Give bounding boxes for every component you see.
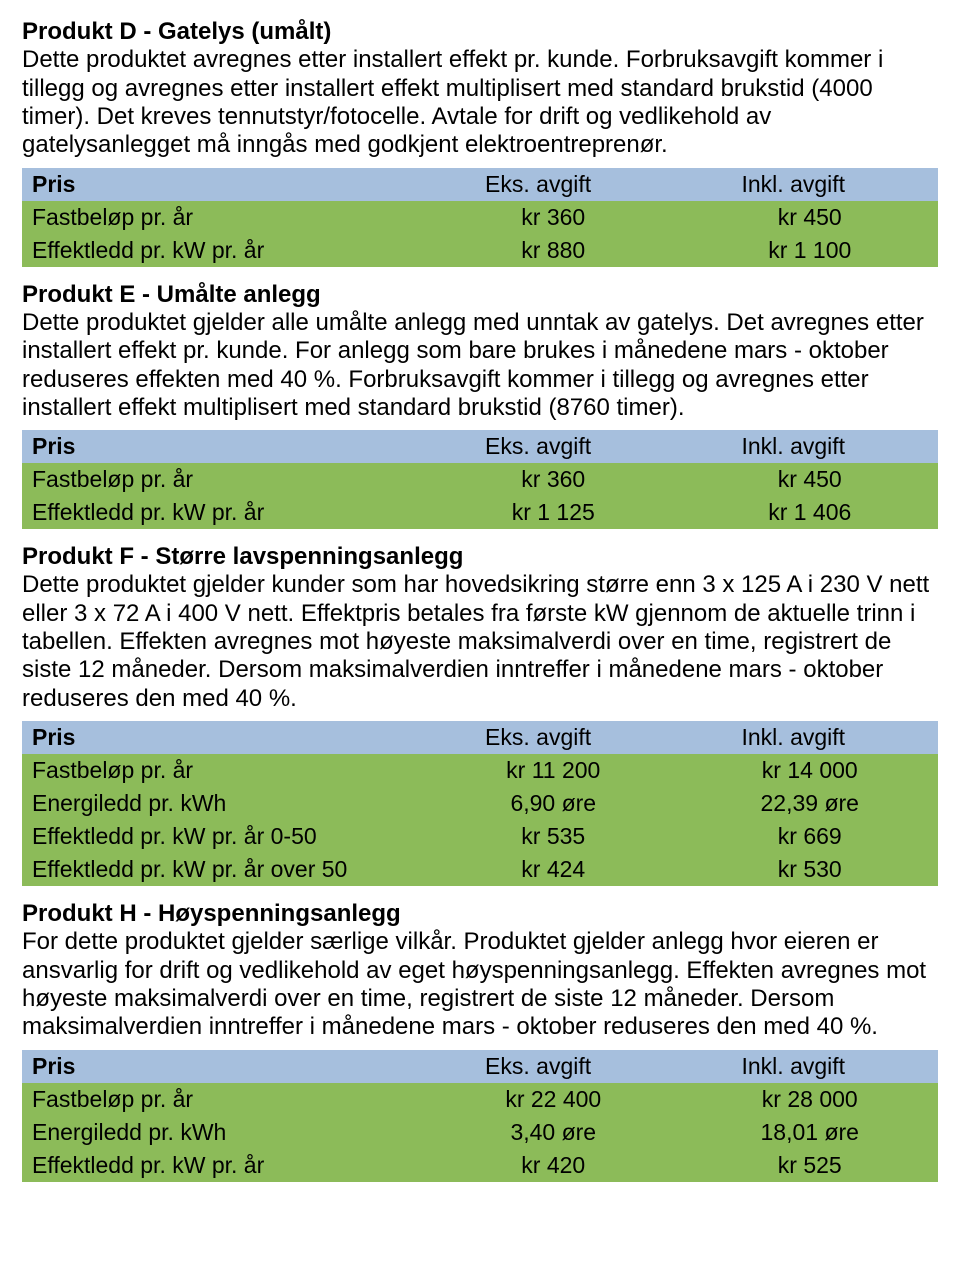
row-inkl: kr 28 000 (682, 1083, 939, 1116)
table-row: Effektledd pr. kW pr. år over 50 kr 424 … (22, 853, 938, 886)
table-row: Fastbeløp pr. år kr 11 200 kr 14 000 (22, 754, 938, 787)
produkt-h-title: Produkt H - Høyspenningsanlegg (22, 900, 401, 927)
row-eks: 3,40 øre (425, 1116, 681, 1149)
row-eks: kr 1 125 (425, 496, 681, 529)
table-row: Energiledd pr. kWh 6,90 øre 22,39 øre (22, 787, 938, 820)
row-label: Effektledd pr. kW pr. år 0-50 (22, 820, 425, 853)
row-label: Energiledd pr. kWh (22, 1116, 425, 1149)
row-inkl: 18,01 øre (682, 1116, 939, 1149)
row-eks: kr 11 200 (425, 754, 681, 787)
row-inkl: kr 525 (682, 1149, 939, 1182)
col-pris: Pris (22, 168, 425, 201)
col-pris: Pris (22, 430, 425, 463)
row-label: Fastbeløp pr. år (22, 754, 425, 787)
col-inkl: Inkl. avgift (682, 430, 939, 463)
col-pris: Pris (22, 1050, 425, 1083)
row-inkl: kr 450 (682, 201, 939, 234)
row-eks: kr 22 400 (425, 1083, 681, 1116)
row-eks: kr 360 (425, 201, 681, 234)
row-label: Fastbeløp pr. år (22, 1083, 425, 1116)
produkt-f-table: Pris Eks. avgift Inkl. avgift Fastbeløp … (22, 721, 938, 886)
table-row: Fastbeløp pr. år kr 360 kr 450 (22, 201, 938, 234)
table-row: Effektledd pr. kW pr. år kr 1 125 kr 1 4… (22, 496, 938, 529)
row-label: Effektledd pr. kW pr. år (22, 1149, 425, 1182)
table-row: Effektledd pr. kW pr. år kr 420 kr 525 (22, 1149, 938, 1182)
table-header-row: Pris Eks. avgift Inkl. avgift (22, 430, 938, 463)
col-pris: Pris (22, 721, 425, 754)
produkt-d-title: Produkt D - Gatelys (umålt) (22, 18, 331, 45)
produkt-d-block: Produkt D - Gatelys (umålt) Dette produk… (22, 18, 938, 160)
row-inkl: kr 530 (682, 853, 939, 886)
row-label: Effektledd pr. kW pr. år (22, 496, 425, 529)
table-row: Effektledd pr. kW pr. år kr 880 kr 1 100 (22, 234, 938, 267)
table-row: Effektledd pr. kW pr. år 0-50 kr 535 kr … (22, 820, 938, 853)
produkt-e-block: Produkt E - Umålte anlegg Dette produkte… (22, 281, 938, 423)
produkt-d-body: Dette produktet avregnes etter installer… (22, 46, 883, 158)
row-inkl: kr 1 100 (682, 234, 939, 267)
row-label: Fastbeløp pr. år (22, 463, 425, 496)
table-header-row: Pris Eks. avgift Inkl. avgift (22, 1050, 938, 1083)
table-header-row: Pris Eks. avgift Inkl. avgift (22, 721, 938, 754)
col-inkl: Inkl. avgift (682, 1050, 939, 1083)
produkt-h-block: Produkt H - Høyspenningsanlegg For dette… (22, 900, 938, 1042)
table-header-row: Pris Eks. avgift Inkl. avgift (22, 168, 938, 201)
row-eks: kr 420 (425, 1149, 681, 1182)
row-eks: 6,90 øre (425, 787, 681, 820)
row-eks: kr 360 (425, 463, 681, 496)
row-eks: kr 535 (425, 820, 681, 853)
row-label: Effektledd pr. kW pr. år over 50 (22, 853, 425, 886)
row-eks: kr 424 (425, 853, 681, 886)
col-eks: Eks. avgift (425, 1050, 681, 1083)
row-inkl: kr 669 (682, 820, 939, 853)
row-inkl: kr 1 406 (682, 496, 939, 529)
produkt-d-table: Pris Eks. avgift Inkl. avgift Fastbeløp … (22, 168, 938, 267)
row-label: Fastbeløp pr. år (22, 201, 425, 234)
row-label: Energiledd pr. kWh (22, 787, 425, 820)
row-inkl: kr 450 (682, 463, 939, 496)
produkt-f-title: Produkt F - Større lavspenningsanlegg (22, 543, 463, 570)
col-eks: Eks. avgift (425, 721, 681, 754)
col-eks: Eks. avgift (425, 430, 681, 463)
row-label: Effektledd pr. kW pr. år (22, 234, 425, 267)
table-row: Fastbeløp pr. år kr 360 kr 450 (22, 463, 938, 496)
produkt-f-block: Produkt F - Større lavspenningsanlegg De… (22, 543, 938, 713)
row-inkl: kr 14 000 (682, 754, 939, 787)
produkt-h-body: For dette produktet gjelder særlige vilk… (22, 928, 926, 1040)
table-row: Fastbeløp pr. år kr 22 400 kr 28 000 (22, 1083, 938, 1116)
table-row: Energiledd pr. kWh 3,40 øre 18,01 øre (22, 1116, 938, 1149)
produkt-e-body: Dette produktet gjelder alle umålte anle… (22, 309, 924, 421)
col-eks: Eks. avgift (425, 168, 681, 201)
col-inkl: Inkl. avgift (682, 721, 939, 754)
row-inkl: 22,39 øre (682, 787, 939, 820)
produkt-e-title: Produkt E - Umålte anlegg (22, 281, 321, 308)
row-eks: kr 880 (425, 234, 681, 267)
produkt-e-table: Pris Eks. avgift Inkl. avgift Fastbeløp … (22, 430, 938, 529)
col-inkl: Inkl. avgift (682, 168, 939, 201)
produkt-h-table: Pris Eks. avgift Inkl. avgift Fastbeløp … (22, 1050, 938, 1182)
produkt-f-body: Dette produktet gjelder kunder som har h… (22, 571, 929, 711)
